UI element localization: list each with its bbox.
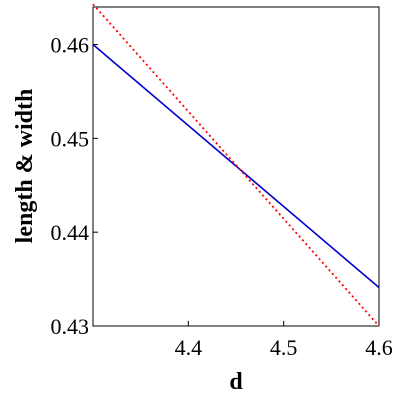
plot-frame [92, 6, 380, 327]
y-axis-ticks: 0.43 0.44 0.45 0.46 [51, 33, 98, 339]
x-tick-label: 4.4 [175, 335, 203, 360]
x-tick-label: 4.6 [365, 335, 393, 360]
series-line-dotted [92, 3, 380, 327]
y-tick-label: 0.43 [51, 314, 90, 339]
x-axis-title: d [229, 369, 243, 395]
y-axis-title: length & width [12, 89, 38, 244]
x-axis-ticks: 4.4 4.5 4.6 [175, 321, 393, 360]
x-tick-label: 4.5 [270, 335, 298, 360]
y-tick-label: 0.44 [51, 220, 90, 245]
y-tick-label: 0.45 [51, 126, 90, 151]
series-layer [92, 3, 380, 327]
y-tick-label: 0.46 [51, 33, 90, 58]
